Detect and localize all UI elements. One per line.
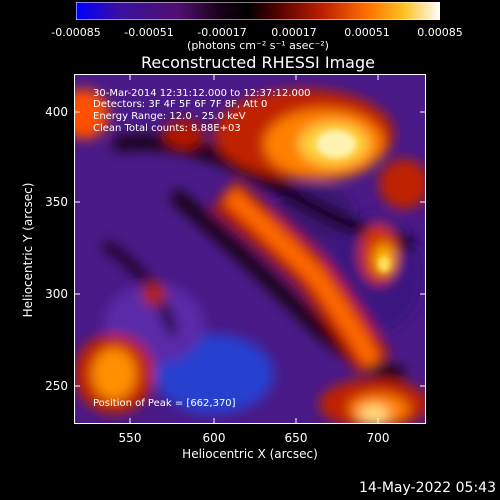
y-tick-label: 250 — [45, 379, 68, 393]
x-tick-label: 650 — [284, 431, 308, 445]
info-peak: Position of Peak = [662,370] — [93, 398, 236, 409]
colorbar-tick: -0.00085 — [51, 26, 101, 39]
y-tick-label: 400 — [45, 105, 68, 119]
y-tick-label: 300 — [45, 287, 68, 301]
x-tick-label: 550 — [118, 431, 142, 445]
colorbar-tick: -0.00017 — [197, 26, 247, 39]
x-axis-label: Heliocentric X (arcsec) — [182, 447, 318, 461]
colorbar-tick: 0.00051 — [344, 26, 390, 39]
info-energy: Energy Range: 12.0 - 25.0 keV — [93, 111, 246, 122]
image-title: Reconstructed RHESSI Image — [141, 53, 375, 72]
y-tick-label: 350 — [45, 195, 68, 209]
x-tick-label: 600 — [202, 431, 226, 445]
colorbar-units: (photons cm⁻² s⁻¹ asec⁻²) — [187, 39, 329, 52]
y-axis-label: Heliocentric Y (arcsec) — [21, 182, 35, 318]
colorbar — [76, 2, 440, 20]
info-time: 30-Mar-2014 12:31:12.000 to 12:37:12.000 — [93, 88, 311, 99]
datestamp: 14-May-2022 05:43 — [358, 480, 496, 496]
colorbar-tick: -0.00051 — [124, 26, 174, 39]
info-clean: Clean Total counts: 8.88E+03 — [93, 123, 241, 134]
colorbar-tick: 0.00017 — [271, 26, 317, 39]
colorbar-tick: 0.00085 — [417, 26, 463, 39]
info-detectors: Detectors: 3F 4F 5F 6F 7F 8F, Att 0 — [93, 99, 268, 110]
x-tick-label: 700 — [366, 431, 390, 445]
rhessi-image — [74, 74, 426, 424]
